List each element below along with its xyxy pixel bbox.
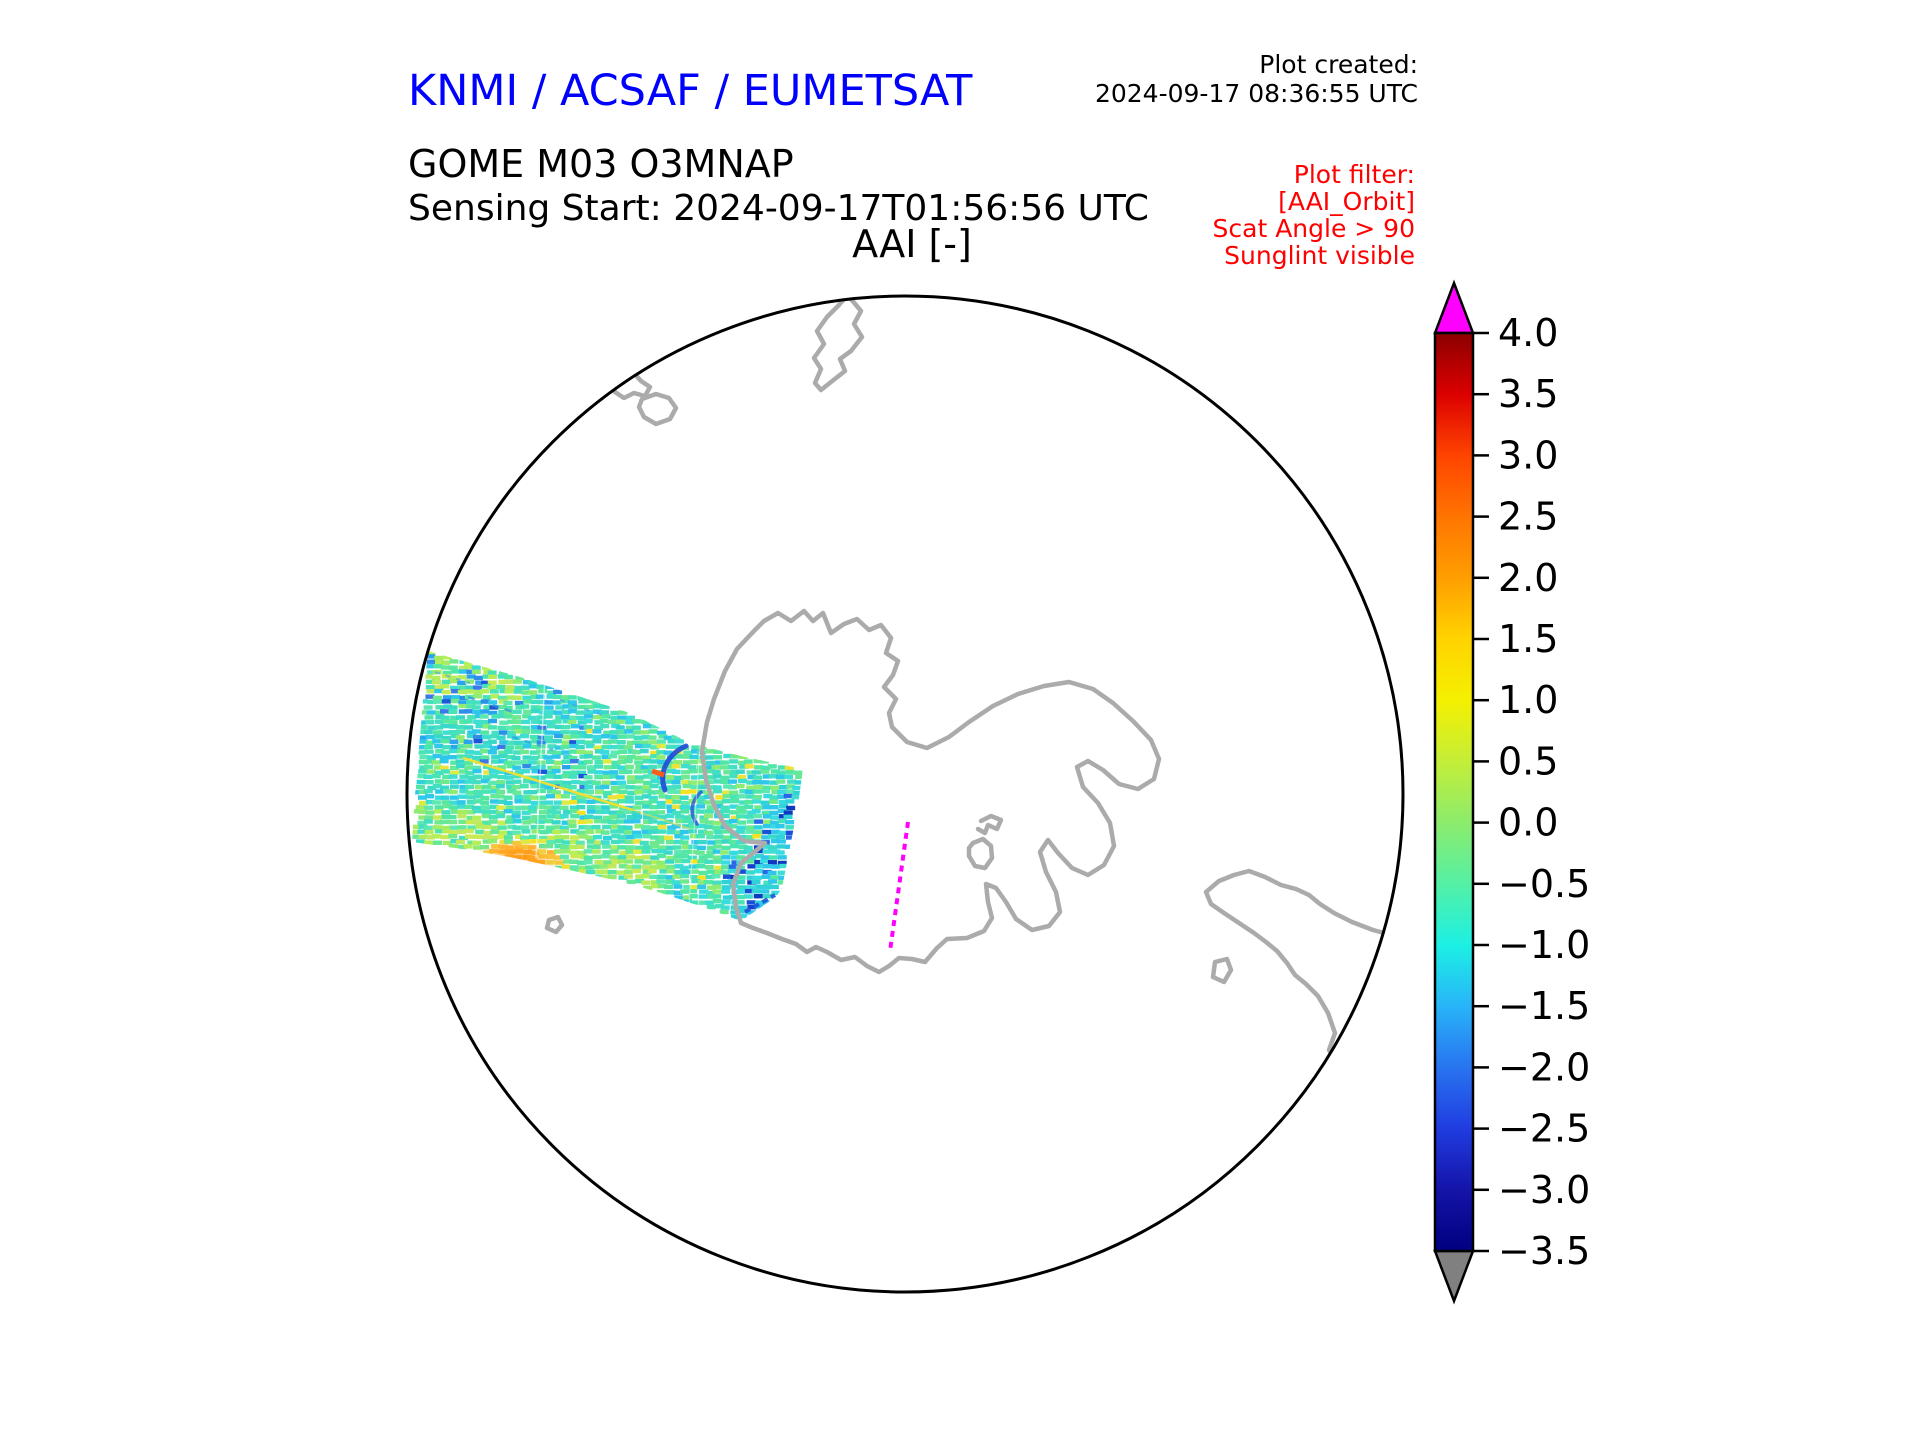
globe-contents	[412, 297, 1398, 1066]
filter-line: Plot filter:	[1293, 160, 1415, 189]
colorbar-tick-label: 4.0	[1498, 311, 1558, 355]
swath-streak	[462, 756, 634, 812]
swath-streak	[632, 809, 691, 830]
colorbar-over-arrow	[1433, 279, 1475, 335]
plot-created-label: Plot created:	[1259, 50, 1418, 79]
filter-line: Sunglint visible	[1224, 241, 1415, 270]
sensing-start: Sensing Start: 2024-09-17T01:56:56 UTC	[408, 188, 1149, 229]
globe-outline	[405, 294, 1405, 1294]
colorbar-tick-label: 0.5	[1498, 739, 1558, 783]
colorbar-tick-label: 2.0	[1498, 556, 1558, 600]
colorbar-tick-label: −0.5	[1498, 862, 1590, 906]
coastline-top-island	[811, 297, 865, 393]
coastlines	[544, 297, 1398, 1066]
swath-streak	[690, 790, 703, 826]
coastline-nw-island-b	[636, 391, 679, 427]
colorbar-tick-label: 2.5	[1498, 495, 1558, 539]
swath-streak	[660, 743, 689, 793]
coastline-coast-inlet-island	[966, 836, 995, 871]
colorbar-under-arrow	[1433, 1249, 1475, 1305]
plot-filter: Plot filter: [AAI_Orbit] Scat Angle > 90…	[1213, 161, 1415, 269]
plot-title: AAI [-]	[852, 222, 972, 266]
coastline-coast-hook	[975, 813, 1004, 836]
filter-line: [AAI_Orbit]	[1278, 187, 1415, 216]
colorbar-tick-label: 1.5	[1498, 617, 1558, 661]
swath-streak	[744, 893, 776, 914]
swath-seam	[535, 675, 546, 859]
colorbar-tick-label: −3.0	[1498, 1168, 1590, 1212]
colorbar-tick-label: 3.5	[1498, 372, 1558, 416]
org-title: KNMI / ACSAF / EUMETSAT	[408, 66, 973, 116]
colorbar-tick-label: −1.5	[1498, 984, 1590, 1028]
coastline-south-peninsula	[1203, 868, 1398, 1066]
swath-streak	[559, 699, 611, 719]
swath-streak	[499, 731, 554, 752]
colorbar-tick-label: 3.0	[1498, 433, 1558, 477]
swath-seam	[688, 745, 701, 905]
colorbar-gradient	[1433, 331, 1475, 1253]
colorbar-tick-label: −2.5	[1498, 1107, 1590, 1151]
data-swath	[412, 651, 803, 921]
colorbar-tick-label: 0.0	[1498, 801, 1558, 845]
plot-created-value: 2024-09-17 08:36:55 UTC	[1094, 79, 1418, 108]
swath-streak	[651, 768, 665, 778]
product-title: GOME M03 O3MNAP	[408, 142, 794, 186]
plot-created: Plot created: 2024-09-17 08:36:55 UTC	[1095, 50, 1418, 108]
colorbar-tick-label: −3.5	[1498, 1229, 1590, 1273]
coastline-antarctica-main	[699, 608, 1162, 975]
filter-line: Scat Angle > 90	[1212, 214, 1415, 243]
colorbar-tick-label: −2.0	[1498, 1045, 1590, 1089]
swath-streak	[467, 695, 517, 715]
coastline-tiny-island	[544, 914, 565, 935]
colorbar: 4.0 3.5 3.0 2.5 2.0 1.5 1.0 0.5 0.0 −0.5 −1.0 −1.5 −…	[1433, 279, 1590, 1305]
coastline-peninsula-island	[1210, 956, 1234, 985]
colorbar-tick-label: −1.0	[1498, 923, 1590, 967]
colorbar-tick-label: 1.0	[1498, 678, 1558, 722]
globe-disc	[407, 296, 1403, 1292]
